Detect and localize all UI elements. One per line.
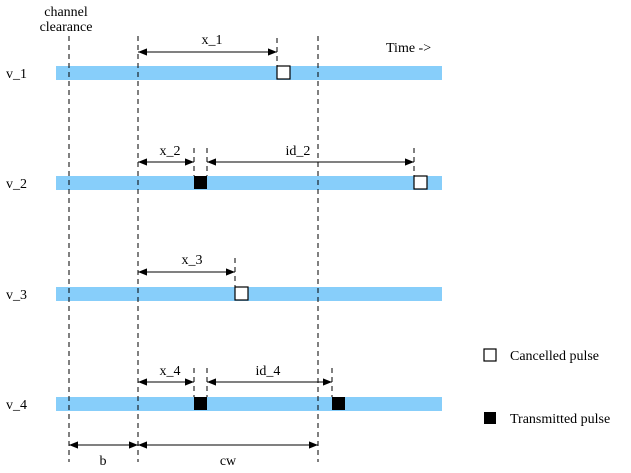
vehicle-label-v4: v_4 bbox=[6, 398, 27, 413]
cancelled-pulse-v3 bbox=[234, 286, 249, 301]
x3-label: x_3 bbox=[182, 253, 203, 268]
legend-cancelled-swatch bbox=[483, 348, 497, 362]
time-axis-label: Time -> bbox=[386, 41, 431, 56]
id2-label: id_2 bbox=[286, 144, 311, 159]
timeline-bar-v2 bbox=[56, 176, 442, 190]
timeline-bar-v3 bbox=[56, 287, 442, 301]
channel-clearance-label-line1: channel bbox=[44, 5, 88, 20]
channel-clearance-label-line2: clearance bbox=[40, 20, 93, 35]
id4-label: id_4 bbox=[256, 364, 281, 379]
transmitted-pulse-v2 bbox=[194, 176, 207, 189]
timeline-bar-v4 bbox=[56, 397, 442, 411]
x2-label: x_2 bbox=[160, 144, 181, 159]
cw-label: cw bbox=[220, 454, 237, 469]
cancelled-pulse-v1 bbox=[276, 65, 291, 80]
b-label: b bbox=[100, 454, 107, 469]
vehicle-label-v2: v_2 bbox=[6, 177, 27, 192]
x1-label: x_1 bbox=[202, 33, 223, 48]
x4-label: x_4 bbox=[160, 364, 181, 379]
legend-transmitted-swatch bbox=[484, 412, 496, 424]
transmitted-pulse-v4-second bbox=[332, 397, 345, 410]
transmitted-pulse-v4-first bbox=[194, 397, 207, 410]
legend-cancelled-label: Cancelled pulse bbox=[510, 349, 599, 364]
legend-transmitted-label: Transmitted pulse bbox=[510, 412, 610, 427]
cancelled-pulse-v2 bbox=[413, 175, 428, 190]
timeline-bar-v1 bbox=[56, 66, 442, 80]
vehicle-label-v3: v_3 bbox=[6, 288, 27, 303]
vehicle-label-v1: v_1 bbox=[6, 67, 27, 82]
